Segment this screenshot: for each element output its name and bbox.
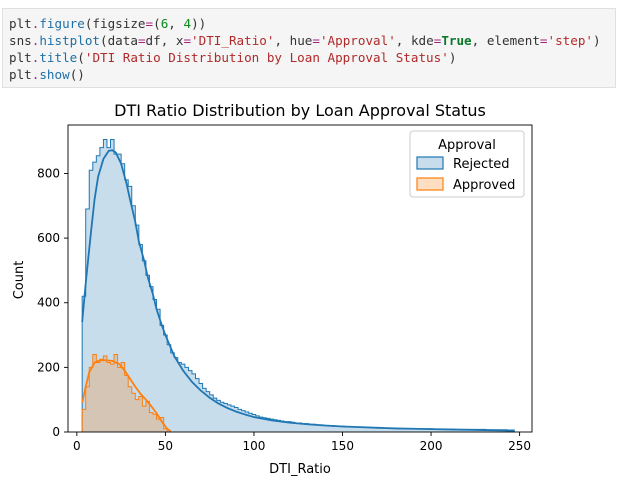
code-token: =	[312, 33, 320, 48]
code-token: ,	[168, 16, 184, 31]
code-token: title	[39, 50, 78, 65]
x-tick-label: 150	[331, 439, 354, 453]
y-tick-label: 0	[52, 425, 60, 439]
code-token: histplot	[39, 33, 101, 48]
code-token: .	[31, 67, 40, 82]
code-token: .	[31, 50, 40, 65]
code-token: , hue	[274, 33, 313, 48]
code-line: sns.histplot(data=df, x='DTI_Ratio', hue…	[9, 32, 615, 49]
code-token: =	[539, 33, 548, 48]
code-line: plt.figure(figsize=(6, 4))	[9, 15, 615, 32]
code-token: , kde	[395, 33, 434, 48]
code-token: =	[183, 33, 192, 48]
code-token: 'Approval'	[319, 33, 396, 48]
histogram-chart: DTI Ratio Distribution by Loan Approval …	[12, 101, 533, 477]
x-tick-label: 100	[243, 439, 266, 453]
legend: Approval Rejected Approved	[409, 130, 525, 198]
plot-area: 0 50 100 150 200 250 0 200 400 600 800	[37, 124, 533, 453]
kde-line-approved	[81, 359, 172, 433]
code-token: plt	[9, 50, 32, 65]
code-token: )	[448, 50, 457, 65]
code-token: show	[39, 67, 70, 82]
code-token: , element	[471, 33, 540, 48]
axes-frame	[67, 124, 533, 433]
x-tick-label: 250	[508, 439, 531, 453]
chart-title: DTI Ratio Distribution by Loan Approval …	[114, 101, 486, 120]
code-token: (figsize	[84, 16, 146, 31]
code-token: (data	[100, 33, 138, 48]
code-token: 4	[183, 16, 192, 31]
code-token: .	[31, 33, 40, 48]
legend-label-approved: Approved	[453, 178, 515, 193]
x-axis-label: DTI_Ratio	[269, 462, 331, 477]
histogram-step-approved	[81, 353, 168, 432]
legend-title: Approval	[438, 138, 496, 153]
x-tick-label: 0	[73, 439, 81, 453]
code-token: )	[593, 33, 601, 48]
x-tick-label: 200	[420, 439, 443, 453]
code-token: df, x	[145, 33, 184, 48]
code-line: plt.title('DTI Ratio Distribution by Loa…	[9, 49, 615, 66]
code-token: True	[441, 33, 472, 48]
histogram-fill-rejected	[82, 139, 515, 432]
code-token: sns	[9, 33, 32, 48]
histogram-fill-approved	[82, 354, 168, 432]
code-token: figure	[39, 16, 85, 31]
y-tick-label: 800	[37, 166, 60, 180]
code-cell[interactable]: plt.figure(figsize=(6, 4)) sns.histplot(…	[2, 8, 616, 88]
code-token: =	[433, 33, 442, 48]
code-token: plt	[9, 67, 32, 82]
legend-swatch-rejected	[416, 156, 444, 170]
code-token: 'step'	[547, 33, 594, 48]
code-token: 'DTI Ratio Distribution by Loan Approval…	[84, 50, 449, 65]
code-token: ))	[191, 16, 207, 31]
code-token: =	[137, 33, 146, 48]
code-token: plt	[9, 16, 32, 31]
code-token: (	[153, 16, 161, 31]
code-token: .	[31, 16, 40, 31]
code-line: plt.show()	[9, 66, 615, 83]
code-token: (	[77, 50, 85, 65]
y-axis-label: Count	[12, 261, 27, 300]
kde-line-rejected	[81, 149, 515, 432]
legend-label-rejected: Rejected	[453, 157, 510, 172]
y-tick-label: 600	[37, 231, 60, 245]
legend-swatch-approved	[416, 177, 444, 191]
y-tick-label: 200	[37, 360, 60, 374]
x-tick-label: 50	[158, 439, 173, 453]
code-token: 'DTI_Ratio'	[191, 33, 275, 48]
code-token: =	[145, 16, 154, 31]
code-token: ()	[69, 67, 85, 82]
code-token: 6	[160, 16, 169, 31]
legend-box	[409, 130, 525, 198]
y-tick-label: 400	[37, 296, 60, 310]
